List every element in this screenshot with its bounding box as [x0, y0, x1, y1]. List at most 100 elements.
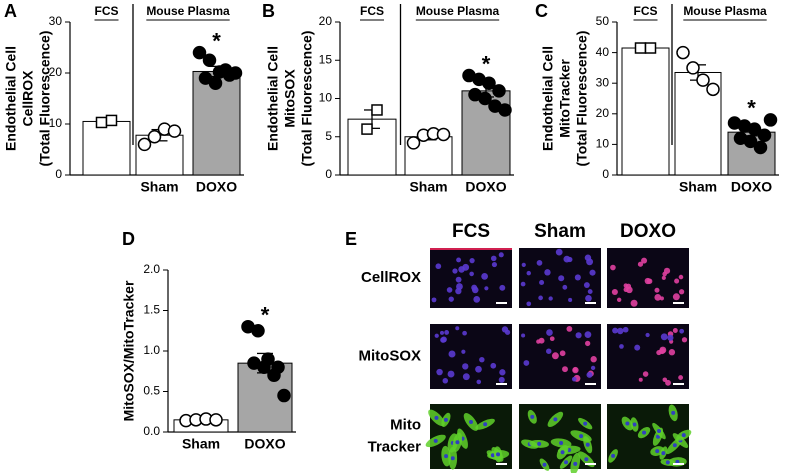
panel-letter: B — [262, 1, 275, 21]
data-point — [192, 45, 207, 60]
nucleus — [573, 461, 578, 466]
data-point — [743, 134, 758, 149]
y-tick-label: 0.0 — [143, 424, 160, 438]
column-label: DOXO — [620, 221, 676, 242]
data-point — [361, 123, 373, 135]
nucleus — [538, 295, 543, 301]
nucleus — [435, 263, 442, 270]
nucleus — [444, 330, 450, 335]
x-tick-label: DOXO — [465, 179, 506, 195]
micrograph — [519, 248, 601, 308]
nucleus — [585, 340, 591, 347]
nucleus — [560, 450, 565, 455]
data-point — [436, 127, 451, 142]
panel-letter: D — [122, 229, 135, 249]
micrograph — [430, 324, 512, 389]
nucleus — [539, 279, 545, 286]
nucleus — [521, 262, 526, 268]
data-point — [257, 360, 271, 374]
nucleus — [490, 362, 497, 369]
nucleus — [499, 369, 506, 376]
y-tick-label: 10 — [319, 91, 333, 105]
y-tick-label: 30 — [49, 14, 63, 28]
group-label: FCS — [360, 4, 384, 18]
nucleus — [475, 365, 482, 373]
significance-marker: * — [747, 96, 756, 121]
y-axis-label: CellROX — [20, 70, 36, 127]
nucleus — [634, 344, 641, 351]
y-axis-label: Endothelial Cell — [265, 46, 281, 151]
y-tick-label: 10 — [596, 137, 610, 151]
group-label: Mouse Plasma — [416, 4, 500, 18]
data-point — [763, 113, 778, 127]
panel-letter: A — [4, 1, 17, 21]
group-label: Mouse Plasma — [146, 4, 230, 18]
y-axis-label: MitoSOX — [282, 69, 298, 128]
nucleus — [568, 297, 573, 302]
micrograph — [607, 324, 689, 389]
data-point — [137, 137, 152, 152]
nucleus — [521, 333, 526, 338]
nucleus — [655, 449, 660, 454]
nucleus — [496, 452, 501, 457]
nucleus — [612, 327, 619, 334]
data-point — [105, 114, 118, 127]
nucleus — [476, 379, 482, 385]
nucleus — [678, 274, 684, 280]
data-point — [209, 413, 223, 427]
nucleus — [661, 275, 666, 280]
nucleus — [434, 415, 439, 420]
nucleus — [645, 332, 650, 338]
nucleus — [625, 421, 630, 426]
nucleus — [523, 360, 530, 366]
nucleus — [642, 430, 647, 435]
nucleus — [678, 289, 685, 295]
nucleus — [483, 422, 488, 427]
y-tick-label: 50 — [596, 14, 610, 28]
nucleus — [462, 330, 467, 336]
bar — [621, 47, 670, 176]
nucleus — [455, 440, 460, 445]
nucleus — [632, 422, 637, 427]
micrograph-bg — [430, 324, 512, 389]
data-point — [267, 368, 281, 383]
nucleus — [452, 268, 458, 274]
micrograph — [607, 404, 692, 469]
nucleus — [442, 377, 449, 384]
nucleus — [558, 275, 565, 282]
nucleus — [665, 460, 670, 465]
nucleus — [656, 429, 661, 434]
y-axis-label: (Total Fluorescence) — [37, 31, 53, 167]
data-point — [202, 53, 217, 67]
data-point — [757, 128, 772, 142]
nucleus — [585, 294, 592, 302]
x-tick-label: Sham — [679, 179, 717, 195]
y-axis-label: Endothelial Cell — [540, 46, 556, 151]
nucleus — [499, 284, 506, 291]
nucleus — [456, 257, 462, 263]
micrograph — [607, 248, 689, 308]
panel-letter: C — [535, 1, 548, 21]
x-tick-label: Sham — [140, 179, 178, 195]
x-tick-label: Sham — [182, 436, 220, 452]
nucleus — [665, 379, 671, 386]
y-axis-label: (Total Fluorescence) — [574, 31, 590, 167]
y-tick-label: 0 — [55, 167, 62, 181]
nucleus — [660, 333, 668, 341]
nucleus — [564, 460, 569, 465]
y-axis-label: Endothelial Cell — [3, 46, 19, 151]
data-point — [228, 66, 243, 80]
nucleus — [641, 257, 648, 264]
y-tick-label: 0 — [325, 167, 332, 181]
y-tick-label: 40 — [596, 45, 610, 59]
data-point — [277, 388, 291, 403]
nucleus — [456, 283, 463, 290]
micrograph-edge — [430, 248, 512, 250]
nucleus — [440, 337, 446, 343]
data-point — [208, 76, 223, 90]
nucleus — [526, 301, 532, 307]
nucleus — [642, 371, 649, 377]
nucleus — [471, 286, 479, 294]
data-point — [634, 42, 647, 54]
nucleus — [444, 454, 449, 459]
